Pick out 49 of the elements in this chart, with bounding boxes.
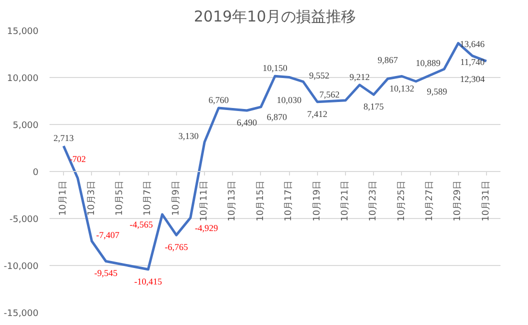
- chart-title: 2019年10月の損益推移: [194, 8, 356, 26]
- data-label: 9,212: [349, 72, 370, 82]
- x-tick-label: 10月29日: [453, 180, 464, 222]
- x-tick-label: 10月31日: [481, 180, 492, 222]
- data-label: 12,304: [460, 74, 486, 84]
- y-tick-label: 15,000: [7, 27, 39, 37]
- data-label: 7,412: [307, 108, 328, 119]
- y-tick-label: 5,000: [12, 121, 39, 131]
- y-tick-label: -5,000: [9, 215, 39, 225]
- x-tick-label: 10月21日: [340, 180, 350, 222]
- data-label: -4,929: [194, 222, 219, 233]
- x-tick-label: 10月19日: [312, 180, 322, 222]
- y-tick-label: 0: [32, 168, 39, 178]
- data-label: 10,150: [262, 63, 288, 74]
- data-label: -9,545: [94, 268, 118, 278]
- y-tick-label: -10,000: [4, 262, 39, 272]
- data-label: -4,565: [130, 219, 154, 230]
- x-tick-label: 10月23日: [368, 180, 379, 222]
- data-label: 9,552: [309, 70, 330, 81]
- data-label: -6,765: [164, 242, 188, 252]
- data-label: 13,646: [460, 39, 486, 50]
- data-label: 3,130: [178, 131, 200, 142]
- x-tick-label: 10月9日: [171, 180, 182, 216]
- data-label: 7,562: [319, 89, 340, 100]
- x-tick-label: 10月1日: [58, 180, 69, 216]
- data-label: 11,740: [460, 57, 486, 68]
- x-tick-label: 10月5日: [114, 180, 125, 216]
- x-tick-label: 10月25日: [396, 180, 407, 222]
- data-label: 10,030: [276, 95, 302, 106]
- data-label: 2,713: [53, 133, 74, 143]
- data-label: 8,175: [364, 102, 384, 112]
- x-tick-label: 10月15日: [256, 180, 266, 222]
- data-label: 6,760: [208, 94, 230, 105]
- x-tick-label: 10月17日: [284, 180, 294, 222]
- data-label: 9,867: [378, 54, 398, 65]
- x-tick-label: 10月3日: [86, 180, 97, 216]
- x-tick-label: 10月13日: [228, 180, 238, 222]
- data-label: 10,132: [389, 83, 414, 94]
- y-tick-label: -15,000: [4, 309, 39, 319]
- y-tick-label: 10,000: [7, 74, 39, 84]
- data-label: 10,889: [416, 58, 441, 68]
- data-label: -10,415: [134, 276, 163, 286]
- data-label: 6,490: [236, 117, 258, 128]
- x-tick-label: 10月7日: [143, 180, 154, 216]
- data-label: 6,870: [266, 112, 288, 122]
- x-tick-label: 10月27日: [425, 180, 436, 222]
- data-label: 9,589: [426, 86, 448, 96]
- data-label: -7,407: [96, 230, 120, 240]
- x-tick-label: 10月11日: [200, 180, 210, 222]
